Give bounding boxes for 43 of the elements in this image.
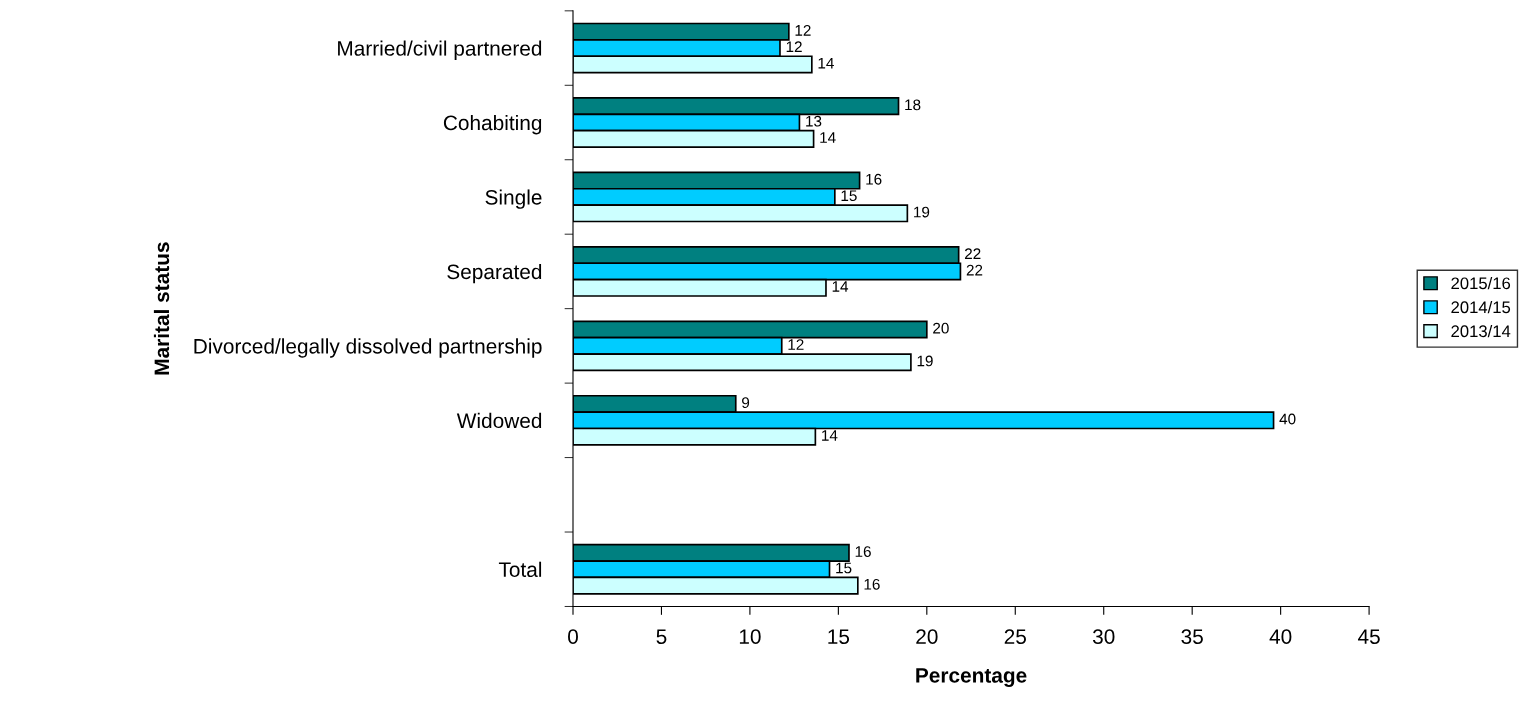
x-axis-title: Percentage	[916, 668, 1027, 687]
data-label: 14	[832, 281, 849, 292]
y-tick-label: Single	[485, 189, 542, 209]
y-tick-label: Total	[498, 561, 542, 578]
y-tick-label: Widowed	[456, 412, 542, 429]
data-label: 16	[866, 173, 882, 185]
y-axis-title: Marital status	[153, 242, 170, 375]
data-label: 19	[917, 355, 933, 367]
x-tick-label: 5	[656, 629, 667, 644]
x-tick-label: 20	[916, 629, 938, 644]
x-tick-label: 45	[1357, 629, 1380, 644]
data-label: 12	[786, 41, 802, 53]
data-label: 14	[818, 57, 834, 69]
legend-label: 2015/16	[1451, 276, 1511, 290]
legend-label: 2014/15	[1451, 300, 1511, 314]
data-label: 15	[836, 562, 852, 574]
data-label: 16	[855, 546, 871, 557]
data-label: 9	[742, 397, 750, 409]
x-tick-label: 35	[1181, 629, 1203, 644]
x-tick-label: 25	[1004, 629, 1026, 644]
y-tick-label: Cohabiting	[443, 114, 542, 135]
data-label: 16	[864, 578, 880, 590]
data-label: 40	[1279, 413, 1296, 425]
x-tick-label: 0	[568, 629, 578, 644]
legend-label: 2013/14	[1451, 324, 1511, 338]
data-label: 14	[820, 132, 836, 143]
x-tick-label: 15	[828, 629, 850, 644]
data-label: 18	[905, 99, 921, 111]
data-label: 12	[788, 339, 804, 350]
data-label: 12	[795, 24, 811, 36]
data-label: 15	[841, 190, 857, 202]
y-tick-label: Divorced/legally dissolved partnership	[194, 338, 542, 358]
x-tick-label: 30	[1092, 629, 1115, 644]
data-label: 14	[822, 430, 838, 441]
data-label: 22	[966, 264, 983, 276]
y-tick-label: Separated	[447, 263, 542, 284]
x-tick-label: 40	[1269, 629, 1292, 644]
data-label: 13	[806, 115, 822, 127]
y-tick-label: Married/civil partnered	[338, 40, 542, 60]
data-label: 22	[964, 248, 981, 259]
data-label: 20	[933, 322, 949, 334]
data-label: 19	[914, 206, 930, 218]
x-tick-label: 10	[739, 629, 761, 644]
